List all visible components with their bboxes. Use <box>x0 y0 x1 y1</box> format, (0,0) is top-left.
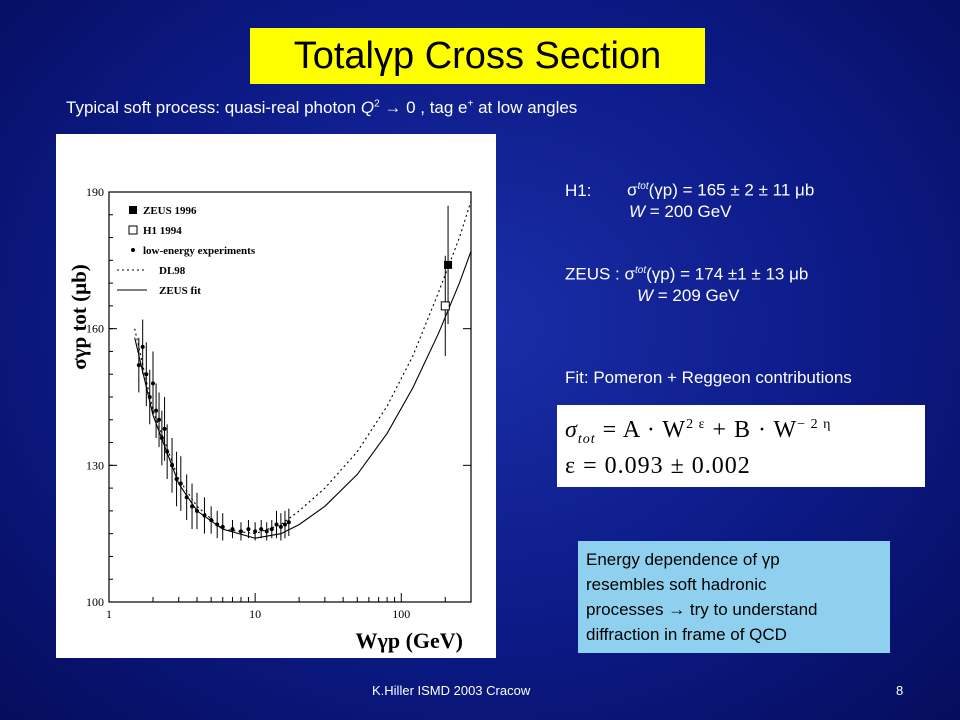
zeus-energy: W = 209 GeV <box>637 286 740 305</box>
legend-label: DL98 <box>159 265 186 277</box>
h1-1994-point <box>440 301 450 311</box>
low-energy-point <box>159 436 164 440</box>
low-energy-point <box>154 408 159 413</box>
low-energy-point <box>150 381 155 386</box>
low-energy-point <box>230 527 235 532</box>
footer-text: K.Hiller ISMD 2003 Cracow <box>372 683 531 698</box>
y-tick-label: 190 <box>86 185 104 199</box>
zeus-1996-point <box>444 260 453 269</box>
fit-formula: σtot = A · W2 ε + B · W− 2 η ε = 0.093 ±… <box>557 405 925 487</box>
low-energy-point <box>215 522 220 527</box>
low-energy-point <box>282 522 287 527</box>
x-tick-label: 10 <box>249 607 261 621</box>
low-energy-point <box>269 527 274 532</box>
low-energy-point <box>220 524 225 529</box>
x-axis-label: Wγp (GeV) <box>356 628 463 653</box>
h1-result: H1: σtot(γp) = 165 ± 2 ± 11 μb <box>565 180 815 200</box>
dl98-curve <box>134 200 472 535</box>
low-energy-point <box>209 518 214 522</box>
legend-marker <box>131 248 135 252</box>
zeus-fit-curve <box>134 251 472 539</box>
y-tick-label: 100 <box>86 595 104 609</box>
low-energy-point <box>274 522 279 527</box>
note-box: Energy dependence of γp resembles soft h… <box>578 541 890 653</box>
x-tick-label: 1 <box>106 607 112 621</box>
legend-label: ZEUS 1996 <box>143 205 197 217</box>
y-tick-label: 130 <box>86 458 104 472</box>
low-energy-point <box>264 529 269 534</box>
low-energy-point <box>144 372 149 377</box>
low-energy-point <box>259 527 264 532</box>
low-energy-point <box>246 527 251 532</box>
low-energy-point <box>136 363 141 368</box>
low-energy-point <box>157 417 162 422</box>
subtitle: Typical soft process: quasi-real photon … <box>66 98 578 117</box>
low-energy-point <box>278 524 283 529</box>
low-energy-point <box>178 481 183 486</box>
low-energy-point <box>238 529 243 534</box>
legend-marker <box>128 225 138 235</box>
low-energy-point <box>165 449 170 454</box>
low-energy-point <box>174 477 179 481</box>
low-energy-point <box>190 504 195 509</box>
gamma-symbol: γ <box>374 34 394 77</box>
zeus-result: ZEUS : σtot(γp) = 174 ±1 ± 13 μb <box>565 264 809 284</box>
fit-label: Fit: Pomeron + Reggeon contributions <box>565 368 852 387</box>
legend-label: ZEUS fit <box>159 285 201 297</box>
low-energy-point <box>184 495 189 500</box>
formula-line-1: σtot = A · W2 ε + B · W− 2 η <box>565 417 832 447</box>
low-energy-point <box>140 344 145 349</box>
slide-title: Total γ p Cross Section <box>250 28 705 84</box>
y-tick-label: 160 <box>86 322 104 336</box>
chart-svg: 100 130 160 190 1 10 100 Wγp (GeV) σγp tot (μb) Z… <box>67 185 472 653</box>
legend-label: H1 1994 <box>143 225 182 237</box>
h1-energy: W = 200 GeV <box>629 202 732 221</box>
low-energy-point <box>170 463 175 468</box>
y-axis-label: σγp tot (μb) <box>67 264 91 369</box>
cross-section-plot: 100 130 160 190 1 10 100 Wγp (GeV) σγp tot (μb) Z… <box>56 134 496 658</box>
formula-line-2: ε = 0.093 ± 0.002 <box>565 453 751 479</box>
low-energy-point <box>202 513 207 518</box>
x-tick-label: 100 <box>392 607 410 621</box>
arrow-icon: → <box>379 98 407 117</box>
low-energy-point <box>253 529 258 534</box>
low-energy-point <box>194 508 199 513</box>
low-energy-point <box>286 520 291 525</box>
low-energy-point <box>147 395 152 399</box>
low-energy-point <box>162 426 167 431</box>
legend-label: low-energy experiments <box>143 245 256 257</box>
legend-marker <box>129 206 137 214</box>
page-number: 8 <box>896 683 904 698</box>
